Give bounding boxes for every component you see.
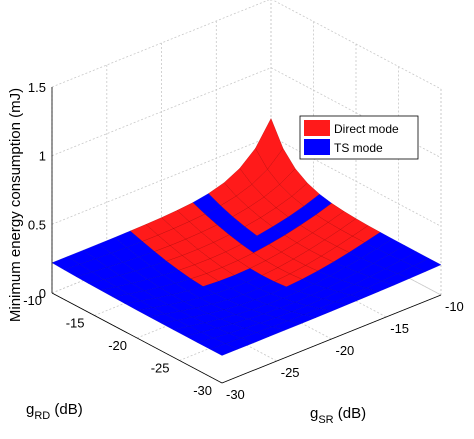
x-tick-label: -15 (390, 321, 409, 336)
y-tick-label: -30 (193, 383, 212, 398)
y-tick-label: -15 (66, 316, 85, 331)
tick-layer: 0 0.5 1 1.5 -30 -25 -20 -15 -10 -30 -25 -20 -15 -10 (23, 80, 464, 402)
z-tick-label: 1.5 (28, 80, 46, 95)
legend-swatch-direct-mode (304, 120, 330, 136)
legend-swatch-ts-mode (304, 139, 330, 155)
z-tick-label: 1 (39, 149, 46, 164)
legend-label-direct-mode: Direct mode (334, 122, 399, 136)
y-tick-label: -20 (108, 338, 127, 353)
y-axis-line (51, 292, 223, 384)
z-gridline-3 (51, 0, 442, 90)
y-axis-label: gRD (dB) (26, 401, 83, 422)
axis-layer (51, 87, 442, 384)
x-tick-label: -25 (281, 365, 300, 380)
x-axis-line (221, 294, 442, 384)
z-axis-label: Minimum energy consumption (mJ) (7, 88, 24, 322)
z-tick-label: 0.5 (28, 217, 46, 232)
surface-layer (51, 118, 442, 356)
legend: Direct mode TS mode (299, 115, 419, 160)
x-tick-label: -30 (226, 387, 245, 402)
legend-label-ts-mode: TS mode (334, 141, 383, 155)
z-tick-label: 0 (39, 286, 46, 301)
x-axis-label: gSR (dB) (310, 405, 366, 426)
y-tick-label: -25 (151, 361, 170, 376)
x-tick-label: -20 (336, 343, 355, 358)
x-tick-label: -10 (445, 299, 464, 314)
surface-cell-ts-mode (209, 343, 238, 356)
y-tick-label: -10 (23, 293, 42, 308)
